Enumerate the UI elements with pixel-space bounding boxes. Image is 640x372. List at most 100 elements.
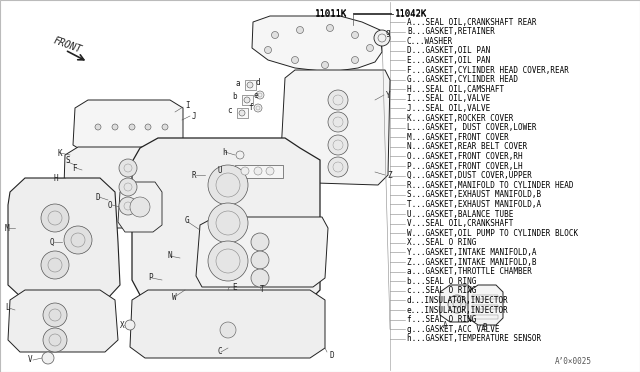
Circle shape (241, 167, 249, 175)
Circle shape (145, 124, 151, 130)
Circle shape (254, 104, 262, 112)
Text: I: I (185, 100, 189, 109)
Text: f: f (248, 103, 253, 112)
Text: R...GASKET,MANIFOLD TO CYLINDER HEAD: R...GASKET,MANIFOLD TO CYLINDER HEAD (407, 181, 573, 190)
Text: Q...GASKET,DUST COVER,UPPER: Q...GASKET,DUST COVER,UPPER (407, 171, 532, 180)
Circle shape (208, 241, 248, 281)
Text: S...GASKET,EXHAUST MANIFOLD,B: S...GASKET,EXHAUST MANIFOLD,B (407, 190, 541, 199)
Polygon shape (8, 178, 120, 298)
Circle shape (247, 82, 253, 88)
Circle shape (41, 204, 69, 232)
Circle shape (448, 295, 466, 313)
Circle shape (351, 57, 358, 64)
Circle shape (220, 322, 236, 338)
Text: M...GASKET,FRONT COVER: M...GASKET,FRONT COVER (407, 133, 509, 142)
Text: L...GASKET, DUST COVER,LOWER: L...GASKET, DUST COVER,LOWER (407, 123, 536, 132)
Text: C: C (218, 347, 223, 356)
Circle shape (296, 26, 303, 33)
Text: A’0×0025: A’0×0025 (555, 357, 592, 366)
Text: c: c (227, 106, 232, 115)
Circle shape (119, 197, 137, 215)
Text: B...GASKET,RETAINER: B...GASKET,RETAINER (407, 27, 495, 36)
Circle shape (266, 167, 274, 175)
Text: J...SEAL OIL,VALVE: J...SEAL OIL,VALVE (407, 104, 490, 113)
Circle shape (244, 97, 250, 103)
Circle shape (43, 328, 67, 352)
Text: P...GASKET,FRONT COVER,LH: P...GASKET,FRONT COVER,LH (407, 161, 523, 170)
Circle shape (328, 90, 348, 110)
Circle shape (239, 110, 245, 116)
Circle shape (119, 159, 137, 177)
Polygon shape (8, 290, 118, 352)
Text: e...INSULATOR,INJECTOR: e...INSULATOR,INJECTOR (407, 305, 509, 314)
Text: h: h (222, 148, 227, 157)
Polygon shape (73, 100, 183, 153)
Circle shape (43, 303, 67, 327)
Polygon shape (63, 147, 188, 228)
Text: L: L (5, 304, 10, 312)
Polygon shape (118, 182, 162, 232)
Circle shape (264, 46, 271, 54)
Text: U...GASKET,BALANCE TUBE: U...GASKET,BALANCE TUBE (407, 209, 513, 218)
Circle shape (208, 165, 248, 205)
Text: P: P (148, 273, 152, 282)
Circle shape (291, 57, 298, 64)
Polygon shape (235, 165, 283, 178)
Text: D...GASKET,OIL PAN: D...GASKET,OIL PAN (407, 46, 490, 55)
Text: h...GASKET,TEMPERATURE SENSOR: h...GASKET,TEMPERATURE SENSOR (407, 334, 541, 343)
Text: R: R (192, 170, 196, 180)
Text: F: F (72, 164, 77, 173)
Text: d: d (255, 77, 260, 87)
Circle shape (321, 61, 328, 68)
Text: 11042K: 11042K (395, 9, 428, 17)
Text: W...GASKET,OIL PUMP TO CYLINDER BLOCK: W...GASKET,OIL PUMP TO CYLINDER BLOCK (407, 229, 578, 238)
Text: G...GASKET,CYLINDER HEAD: G...GASKET,CYLINDER HEAD (407, 75, 518, 84)
Text: V...SEAL OIL,CRANKSHAFT: V...SEAL OIL,CRANKSHAFT (407, 219, 513, 228)
Circle shape (254, 167, 262, 175)
Circle shape (119, 178, 137, 196)
Circle shape (251, 269, 269, 287)
Text: b: b (232, 92, 237, 100)
Circle shape (251, 251, 269, 269)
Text: D: D (95, 192, 100, 202)
Circle shape (129, 124, 135, 130)
Text: I...SEAL OIL,VALVE: I...SEAL OIL,VALVE (407, 94, 490, 103)
Text: FRONT: FRONT (52, 35, 83, 55)
Text: F...GASKET,CYLINDER HEAD COVER,REAR: F...GASKET,CYLINDER HEAD COVER,REAR (407, 65, 569, 74)
Text: B: B (483, 324, 487, 333)
Polygon shape (132, 138, 320, 308)
Text: Z...GASKET,INTAKE MANIFOLD,B: Z...GASKET,INTAKE MANIFOLD,B (407, 257, 536, 266)
Text: g...GASKET,ACC VALVE: g...GASKET,ACC VALVE (407, 325, 499, 334)
Text: b...SEAL O RING: b...SEAL O RING (407, 277, 476, 286)
Text: A...SEAL OIL,CRANKSHAFT REAR: A...SEAL OIL,CRANKSHAFT REAR (407, 17, 536, 26)
Polygon shape (280, 70, 390, 185)
Circle shape (42, 352, 54, 364)
Bar (108, 197, 118, 207)
Text: V: V (28, 356, 33, 365)
Circle shape (112, 124, 118, 130)
Text: K: K (57, 148, 61, 157)
Text: c...SEAL O RING: c...SEAL O RING (407, 286, 476, 295)
Text: e: e (253, 90, 258, 99)
Text: T: T (260, 285, 264, 295)
Text: E...GASKET,OIL PAN: E...GASKET,OIL PAN (407, 56, 490, 65)
Polygon shape (196, 217, 328, 287)
Text: N: N (167, 251, 172, 260)
Text: Q: Q (50, 237, 54, 247)
Polygon shape (245, 80, 256, 90)
Text: Z: Z (387, 170, 392, 180)
Text: D: D (330, 350, 335, 359)
Circle shape (251, 233, 269, 251)
Circle shape (64, 226, 92, 254)
Text: H...SEAL OIL,CAMSHAFT: H...SEAL OIL,CAMSHAFT (407, 85, 504, 94)
Text: G: G (185, 215, 189, 224)
Text: C...WASHER: C...WASHER (407, 37, 453, 46)
Circle shape (256, 91, 264, 99)
Text: K...GASKET,ROCKER COVER: K...GASKET,ROCKER COVER (407, 113, 513, 122)
Polygon shape (242, 95, 253, 105)
Circle shape (125, 320, 135, 330)
Text: O: O (108, 201, 113, 209)
Text: Y: Y (386, 90, 390, 99)
Text: 11011K: 11011K (315, 10, 348, 19)
Text: d...INSULATOR,INJECTOR: d...INSULATOR,INJECTOR (407, 296, 509, 305)
